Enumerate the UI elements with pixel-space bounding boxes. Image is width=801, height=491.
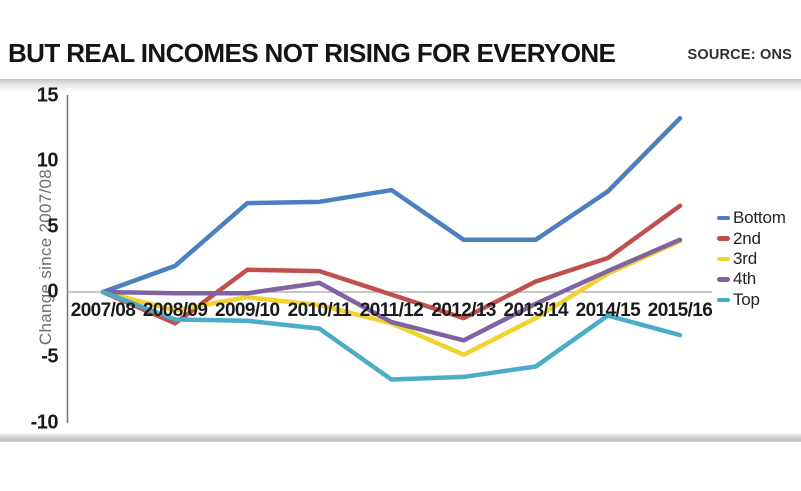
x-axis-label: 2014/15 [575,300,641,321]
x-axis-label: 2007/08 [70,300,136,321]
x-axis-label: 2010/11 [287,300,352,321]
y-tick-label: 0 [47,280,58,303]
series-line-3rd [100,238,683,357]
legend-label: Top [733,289,760,309]
y-tick-label: 10 [36,149,59,172]
legend-item-3rd: 3rd [717,249,786,269]
legend-swatch [717,215,730,221]
x-axis-label: 2015/16 [647,300,713,321]
series-line-4th [100,237,683,343]
x-axis-label: 2013/14 [503,300,569,321]
x-axis-label: 2012/13 [431,300,496,321]
bottom-divider [0,433,801,442]
series-line-bottom [100,115,683,295]
y-tick-label: -5 [41,345,58,368]
legend-item-4th: 4th [717,269,786,289]
legend-item-top: Top [717,290,786,310]
x-axis-label: 2008/09 [142,300,208,321]
legend-label: 4th [733,269,757,289]
top-divider [0,79,801,92]
legend-swatch [717,256,730,262]
legend-item-2nd: 2nd [717,228,786,248]
series-line-top [100,289,683,382]
legend-label: Bottom [733,208,786,228]
chart-title: BUT REAL INCOMES NOT RISING FOR EVERYONE [8,38,616,68]
legend-swatch [717,277,730,282]
source-label: SOURCE: ONS [687,47,792,63]
legend-swatch [717,297,730,302]
y-axis-title: Change since 2007/08 [36,168,55,346]
y-tick-label: -10 [30,411,59,434]
y-tick-label: 5 [47,215,58,238]
x-axis-label: 2011/12 [359,300,424,321]
legend-label: 3rd [733,248,757,268]
legend: Bottom 2nd 3rd 4th Top [717,208,786,310]
legend-item-bottom: Bottom [717,208,786,228]
legend-label: 2nd [733,228,761,248]
legend-swatch [717,236,730,241]
y-tick-label: 15 [36,84,59,107]
x-axis-label: 2009/10 [215,300,280,321]
